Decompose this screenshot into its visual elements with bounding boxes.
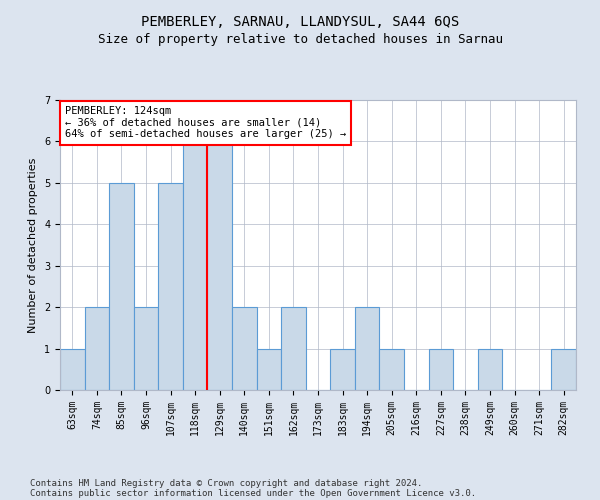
- Text: Size of property relative to detached houses in Sarnau: Size of property relative to detached ho…: [97, 32, 503, 46]
- Bar: [60, 348, 85, 390]
- Text: PEMBERLEY: 124sqm
← 36% of detached houses are smaller (14)
64% of semi-detached: PEMBERLEY: 124sqm ← 36% of detached hous…: [65, 106, 346, 140]
- Bar: [109, 183, 134, 390]
- Text: PEMBERLEY, SARNAU, LLANDYSUL, SA44 6QS: PEMBERLEY, SARNAU, LLANDYSUL, SA44 6QS: [141, 15, 459, 29]
- Y-axis label: Number of detached properties: Number of detached properties: [28, 158, 38, 332]
- Bar: [330, 348, 355, 390]
- Bar: [428, 348, 453, 390]
- Text: Contains public sector information licensed under the Open Government Licence v3: Contains public sector information licen…: [30, 488, 476, 498]
- Bar: [257, 348, 281, 390]
- Bar: [379, 348, 404, 390]
- Bar: [85, 307, 109, 390]
- Bar: [183, 142, 208, 390]
- Bar: [158, 183, 183, 390]
- Bar: [355, 307, 379, 390]
- Bar: [281, 307, 306, 390]
- Bar: [478, 348, 502, 390]
- Bar: [208, 142, 232, 390]
- Bar: [551, 348, 576, 390]
- Text: Contains HM Land Registry data © Crown copyright and database right 2024.: Contains HM Land Registry data © Crown c…: [30, 478, 422, 488]
- Bar: [134, 307, 158, 390]
- Bar: [232, 307, 257, 390]
